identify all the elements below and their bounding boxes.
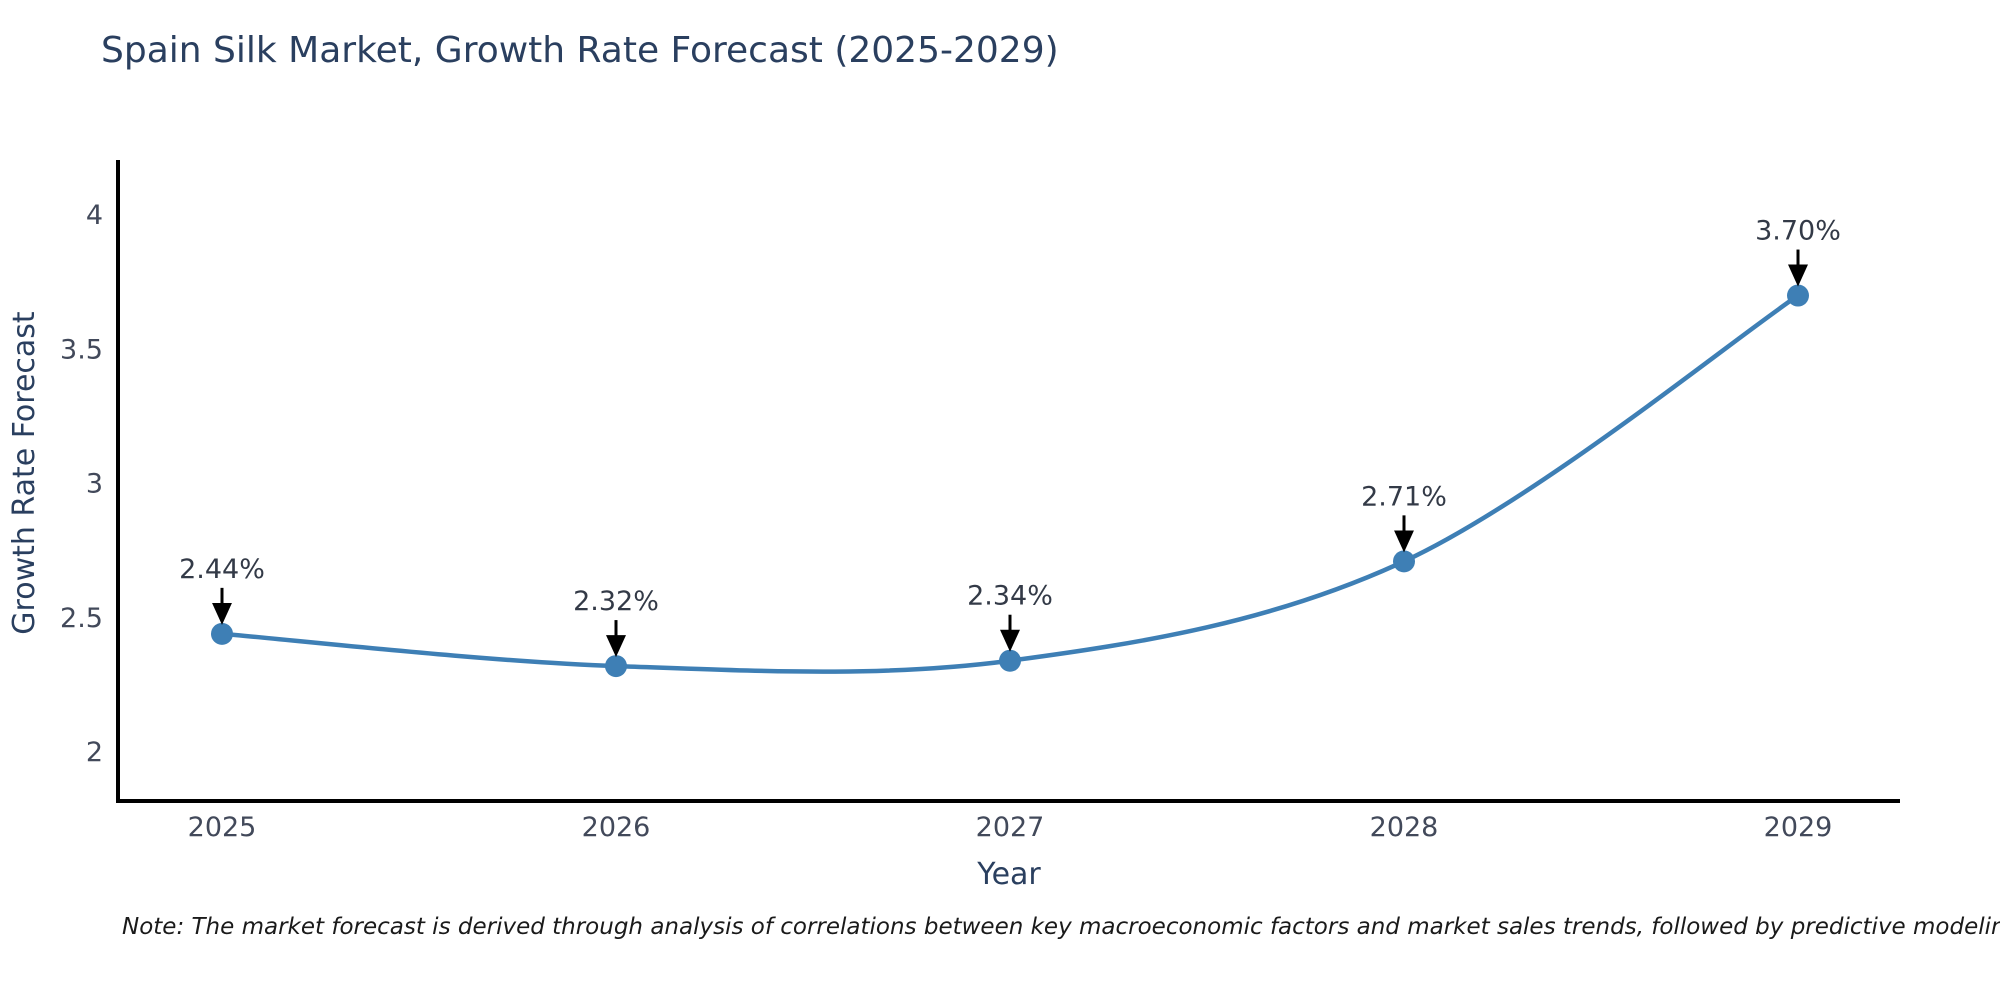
x-tick-label: 2025: [188, 812, 257, 843]
annotation-label: 2.32%: [573, 586, 659, 617]
y-tick-label: 2: [86, 737, 103, 768]
x-tick-label: 2026: [582, 812, 651, 843]
data-point-marker: [211, 622, 233, 645]
y-tick-label: 2.5: [60, 603, 103, 634]
chart-title: Spain Silk Market, Growth Rate Forecast …: [101, 30, 1059, 71]
plot-layer: 2 2.5 3 3.5 4 2025 2026 2027 2028 2029 2.44% 2.32% 2…: [60, 200, 1841, 843]
data-point-marker: [605, 655, 627, 678]
annotation-label: 3.70%: [1755, 216, 1841, 247]
data-point-marker: [1787, 284, 1809, 307]
x-tick-label: 2027: [976, 812, 1045, 843]
x-tick-label: 2028: [1370, 812, 1439, 843]
x-axis-title: Year: [976, 857, 1041, 892]
annotation-label: 2.71%: [1361, 481, 1447, 512]
y-tick-label: 4: [86, 200, 103, 231]
x-tick-label: 2029: [1764, 812, 1833, 843]
annotation-label: 2.44%: [179, 554, 265, 585]
y-tick-label: 3.5: [60, 334, 103, 365]
annotation-label: 2.34%: [967, 581, 1053, 612]
footnote: Note: The market forecast is derived thr…: [122, 914, 2000, 940]
data-point-marker: [1393, 550, 1415, 573]
y-tick-label: 3: [86, 469, 103, 500]
y-axis-title: Growth Rate Forecast: [7, 311, 42, 635]
data-point-marker: [999, 649, 1021, 672]
